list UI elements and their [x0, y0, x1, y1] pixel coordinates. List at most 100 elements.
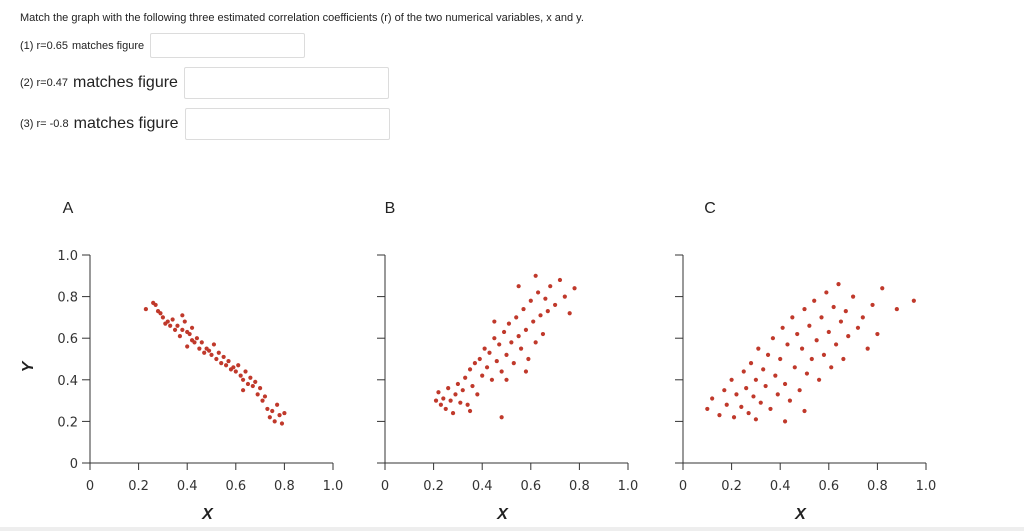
scatter-point: [492, 336, 497, 341]
x-tick-label: 0.6: [818, 479, 839, 494]
scatter-point: [258, 386, 263, 391]
x-axis-title: X: [496, 506, 509, 523]
scatter-point: [194, 336, 200, 341]
scatter-point: [535, 290, 541, 295]
scatter-point: [553, 302, 558, 308]
scatter-point: [231, 365, 236, 370]
scatter-point: [467, 367, 473, 372]
x-tick-label: 0: [86, 479, 94, 494]
answer-input-2[interactable]: [183, 67, 389, 99]
scatter-point: [455, 381, 460, 387]
scatter-point: [175, 323, 180, 328]
scatter-point: [177, 334, 183, 339]
scatter-point: [453, 392, 458, 397]
scatter-point: [465, 402, 470, 407]
scatter-point: [543, 296, 548, 301]
scatter-point: [214, 356, 219, 362]
scatter-point: [875, 331, 880, 337]
scatter-point: [819, 315, 824, 320]
scatter-point: [279, 421, 285, 426]
scatter-point: [753, 377, 759, 382]
scatter-point: [265, 406, 270, 412]
scatter-point: [826, 329, 831, 335]
scatter-point: [484, 365, 490, 370]
answer-row-2-text: matches figure: [73, 74, 178, 91]
scatter-point: [831, 304, 836, 310]
scatter-point: [187, 331, 192, 337]
scatter-point: [504, 377, 509, 382]
scatter-point: [523, 369, 529, 374]
chart-panel-c: C 0 0.2 0.4 0.6 0.8 1.0 X: [675, 200, 936, 523]
scatter-point: [761, 367, 766, 372]
x-tick-label: 0.2: [128, 479, 149, 494]
scatter-point: [514, 315, 519, 320]
scatter-point: [710, 396, 715, 401]
scatter-point: [238, 373, 243, 378]
scatter-point: [240, 388, 246, 393]
scatter-point: [705, 406, 710, 412]
scatter-point: [182, 319, 187, 324]
scatter-point: [746, 410, 751, 416]
x-tick-label: 0.8: [867, 479, 888, 494]
scatter-point: [192, 340, 197, 345]
x-tick-label: 0.6: [225, 479, 246, 494]
scatter-point: [504, 352, 509, 357]
scatter-point: [833, 342, 839, 347]
scatter-point: [880, 286, 885, 291]
scatter-point: [809, 356, 814, 362]
scatter-point: [758, 400, 763, 405]
scatter-point: [458, 400, 463, 405]
scatter-point: [433, 398, 439, 403]
x-tick-label: 0.8: [569, 479, 590, 494]
scatter-point: [460, 388, 465, 393]
scatter-point: [211, 342, 217, 347]
scatter-point: [731, 415, 737, 420]
scatter-point: [185, 344, 190, 349]
scatter-point: [843, 309, 848, 314]
scatter-point: [219, 361, 224, 366]
scatter-point: [443, 406, 448, 412]
scatter-point: [734, 392, 739, 397]
scatter-point: [545, 309, 550, 314]
scatter-point: [165, 319, 170, 324]
scatter-point: [773, 373, 778, 378]
scatter-point: [499, 369, 504, 374]
scatter-point: [821, 352, 827, 357]
x-tick-label: 0.6: [520, 479, 541, 494]
answer-row-2: (2) r=0.47 matches figure: [20, 67, 389, 99]
scatter-point: [807, 323, 812, 328]
scatter-point: [846, 334, 851, 339]
scatter-point: [243, 369, 248, 374]
scatter-point: [216, 350, 221, 355]
scatter-point: [253, 379, 258, 384]
scatter-point: [206, 348, 212, 353]
y-tick-label: 0.8: [57, 291, 78, 306]
answer-input-3[interactable]: [184, 108, 390, 140]
scatter-point: [841, 356, 846, 362]
scatter-point: [526, 356, 531, 362]
scatter-point: [143, 306, 148, 312]
scatter-point: [506, 321, 512, 326]
scatter-point: [270, 408, 275, 414]
x-tick-label: 0.2: [423, 479, 444, 494]
panel-letter-c: C: [704, 200, 716, 217]
scatter-point: [267, 415, 272, 420]
scatter-point: [763, 383, 768, 389]
scatter-point: [487, 350, 492, 355]
answer-row-3: (3) r= -0.8 matches figure: [20, 108, 390, 140]
scatter-point: [780, 325, 785, 330]
answer-input-1[interactable]: [150, 33, 306, 58]
scatter-point: [802, 306, 807, 312]
scatter-point: [557, 277, 563, 283]
x-tick-label: 0: [679, 479, 687, 494]
scatter-point: [894, 306, 899, 312]
scatter-point: [787, 398, 793, 403]
scatter-point: [782, 419, 788, 424]
scatter-point: [153, 302, 158, 308]
scatter-point: [180, 327, 185, 332]
x-tick-label: 1.0: [916, 479, 937, 494]
scatter-point: [548, 284, 553, 289]
scatter-point: [829, 365, 834, 370]
scatter-point: [792, 365, 797, 370]
scatter-point: [497, 342, 502, 347]
